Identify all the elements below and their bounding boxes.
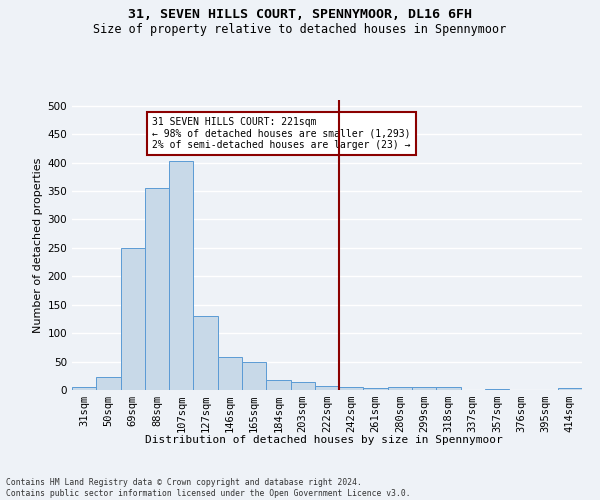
Y-axis label: Number of detached properties: Number of detached properties [33, 158, 43, 332]
Bar [242, 362, 266, 390]
Text: Contains HM Land Registry data © Crown copyright and database right 2024.
Contai: Contains HM Land Registry data © Crown c… [6, 478, 410, 498]
Bar [121, 248, 145, 390]
Bar [266, 380, 290, 390]
Bar [364, 388, 388, 390]
Bar [339, 387, 364, 390]
Bar [169, 162, 193, 390]
Bar [485, 389, 509, 390]
Text: Size of property relative to detached houses in Spennymoor: Size of property relative to detached ho… [94, 22, 506, 36]
Bar [315, 386, 339, 390]
Bar [218, 357, 242, 390]
Text: Distribution of detached houses by size in Spennymoor: Distribution of detached houses by size … [145, 435, 503, 445]
Text: 31, SEVEN HILLS COURT, SPENNYMOOR, DL16 6FH: 31, SEVEN HILLS COURT, SPENNYMOOR, DL16 … [128, 8, 472, 20]
Bar [96, 377, 121, 390]
Bar [72, 386, 96, 390]
Bar [145, 188, 169, 390]
Bar [290, 382, 315, 390]
Bar [412, 386, 436, 390]
Bar [558, 388, 582, 390]
Text: 31 SEVEN HILLS COURT: 221sqm
← 98% of detached houses are smaller (1,293)
2% of : 31 SEVEN HILLS COURT: 221sqm ← 98% of de… [152, 117, 410, 150]
Bar [193, 316, 218, 390]
Bar [436, 387, 461, 390]
Bar [388, 386, 412, 390]
